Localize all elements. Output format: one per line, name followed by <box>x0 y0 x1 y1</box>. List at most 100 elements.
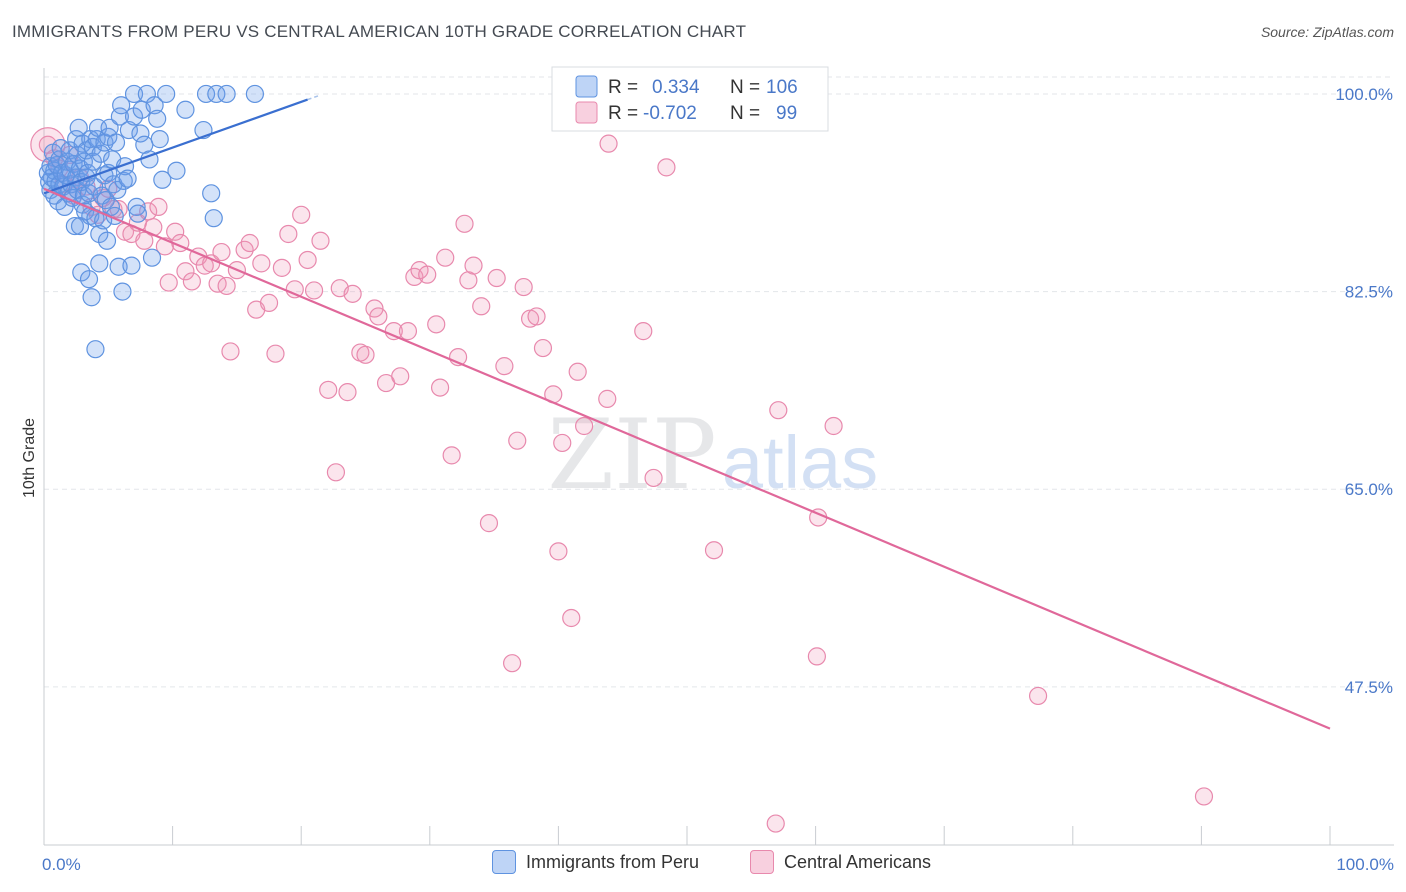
point-central-americans <box>176 262 195 281</box>
point-peru <box>157 84 176 104</box>
point-central-americans <box>503 654 522 673</box>
legend-r-label-blue: R = <box>608 77 638 98</box>
point-central-americans <box>135 231 154 250</box>
bottom-legend-swatch-pink <box>750 850 774 874</box>
point-central-americans <box>391 367 410 386</box>
point-central-americans <box>533 338 553 358</box>
point-peru <box>101 197 120 216</box>
point-central-americans <box>338 383 357 402</box>
point-central-americans <box>240 233 259 253</box>
legend-r-value-pink: -0.702 <box>643 103 697 124</box>
point-peru <box>65 216 84 236</box>
point-central-americans <box>266 344 285 363</box>
point-central-americans <box>217 276 236 296</box>
point-central-americans <box>398 322 418 341</box>
point-peru <box>91 144 110 163</box>
point-central-americans <box>657 158 676 177</box>
point-peru <box>119 120 138 140</box>
point-central-americans <box>527 307 546 326</box>
point-peru <box>127 197 146 216</box>
source-label: Source: ZipAtlas.com <box>1260 24 1394 40</box>
point-central-americans <box>1194 787 1214 806</box>
point-peru <box>113 282 132 301</box>
point-central-americans <box>598 389 617 408</box>
point-central-americans <box>1028 686 1048 706</box>
point-peru <box>207 84 226 104</box>
bottom-legend: Immigrants from Peru Central Americans <box>0 850 1406 880</box>
y-tick-label: 100.0% <box>1335 85 1393 104</box>
point-central-americans <box>472 297 491 316</box>
point-central-americans <box>272 258 292 277</box>
point-central-americans <box>259 293 279 312</box>
point-peru <box>145 96 164 115</box>
point-central-americans <box>427 315 446 334</box>
point-central-americans <box>464 256 483 275</box>
grid-lines <box>44 76 1394 688</box>
point-central-americans <box>159 273 178 292</box>
point-peru <box>148 109 167 128</box>
point-central-americans <box>369 307 388 326</box>
trend-lines <box>43 94 1331 730</box>
point-peru <box>204 209 223 228</box>
chart-title: IMMIGRANTS FROM PERU VS CENTRAL AMERICAN… <box>12 22 747 41</box>
point-central-americans <box>704 541 724 560</box>
point-peru <box>202 184 221 203</box>
point-peru <box>79 270 99 289</box>
point-peru <box>109 257 128 276</box>
point-central-americans <box>436 248 455 267</box>
point-peru <box>131 124 150 143</box>
point-central-americans <box>807 647 826 666</box>
x-tick-label-max: 100.0% <box>1336 855 1394 874</box>
legend-n-label-pink: N = <box>730 103 760 124</box>
point-peru <box>196 84 216 104</box>
watermark-atlas: atlas <box>722 421 878 504</box>
legend: R = 0.334 N = 106 R = -0.702 N = 99 <box>551 66 829 132</box>
watermark: ZIP atlas <box>547 399 878 511</box>
point-peru <box>86 340 105 359</box>
point-central-americans <box>285 280 304 299</box>
point-central-americans <box>514 277 533 297</box>
watermark-zip: ZIP <box>547 399 716 511</box>
point-central-americans <box>356 345 375 364</box>
point-central-americans <box>599 134 618 153</box>
point-peru <box>128 204 147 223</box>
trend-line-peru-extension <box>307 94 321 101</box>
point-peru <box>124 84 144 104</box>
point-central-americans <box>292 205 311 224</box>
point-central-americans <box>279 224 298 244</box>
bottom-legend-item-central: Central Americans <box>750 850 931 874</box>
point-central-americans <box>442 446 461 465</box>
point-central-americans <box>304 281 324 300</box>
point-central-americans <box>487 268 506 288</box>
point-central-americans <box>508 431 527 450</box>
bottom-legend-label-central: Central Americans <box>784 851 932 872</box>
point-central-americans <box>766 814 785 833</box>
point-central-americans <box>182 272 201 291</box>
point-central-americans <box>634 322 653 341</box>
point-central-americans <box>149 197 168 216</box>
point-peru <box>217 84 236 104</box>
x-tick-label-min: 0.0% <box>42 855 81 874</box>
point-central-americans <box>311 231 330 250</box>
legend-n-label-blue: N = <box>730 77 760 98</box>
y-tick-label: 65.0% <box>1345 480 1393 499</box>
trend-line-peru <box>43 98 308 195</box>
axes <box>43 68 1394 846</box>
point-peru <box>167 161 186 180</box>
point-central-americans <box>479 514 499 533</box>
point-peru <box>90 254 109 273</box>
point-peru <box>124 107 144 126</box>
point-peru <box>68 145 87 165</box>
point-peru <box>122 256 141 275</box>
point-central-americans <box>343 284 362 303</box>
point-central-americans <box>495 357 514 376</box>
point-peru <box>245 84 265 104</box>
point-central-americans <box>212 242 231 262</box>
trend-line-central-americans <box>43 187 1331 730</box>
point-central-americans <box>319 380 338 399</box>
y-tick-label: 82.5% <box>1345 283 1393 302</box>
point-central-americans <box>430 378 450 397</box>
y-tick-label: 47.5% <box>1345 678 1393 697</box>
point-peru <box>97 231 117 250</box>
